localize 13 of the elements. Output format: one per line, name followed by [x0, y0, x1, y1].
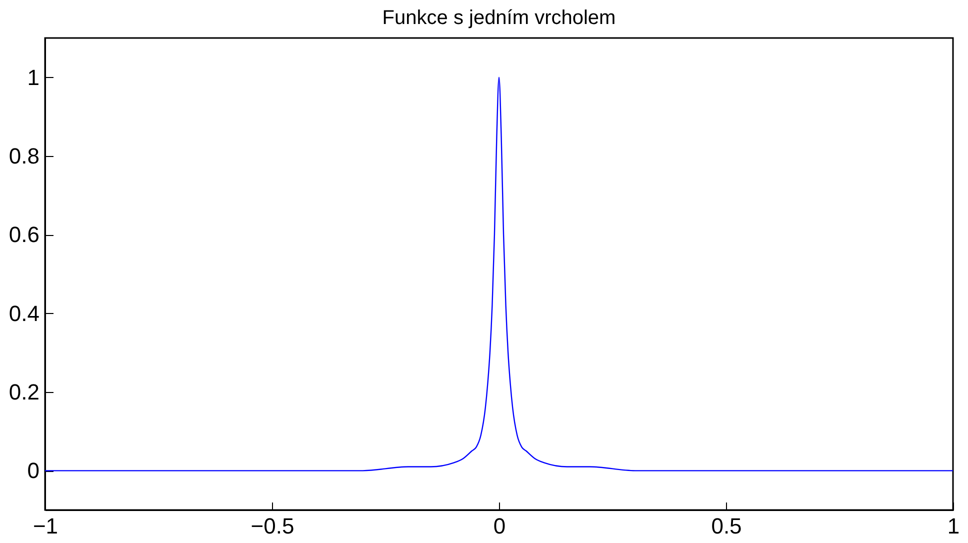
- x-tick-label: 1: [947, 514, 960, 538]
- y-tick-label: 1: [27, 64, 40, 90]
- x-tick-label: −0.5: [250, 514, 294, 538]
- x-tick-label: 0.5: [711, 514, 742, 538]
- x-tick-label: −1: [32, 514, 58, 538]
- y-tick-label: 0.4: [8, 300, 40, 326]
- y-tick-label: 0.6: [8, 222, 40, 248]
- x-tick-label: 0: [493, 514, 506, 538]
- y-tick-label: 0: [27, 458, 40, 484]
- chart-title: Funkce s jedním vrcholem: [382, 7, 616, 29]
- line-series: [44, 76, 954, 472]
- y-tick-label: 0.8: [8, 144, 40, 168]
- y-tick-label: 0.2: [8, 380, 40, 404]
